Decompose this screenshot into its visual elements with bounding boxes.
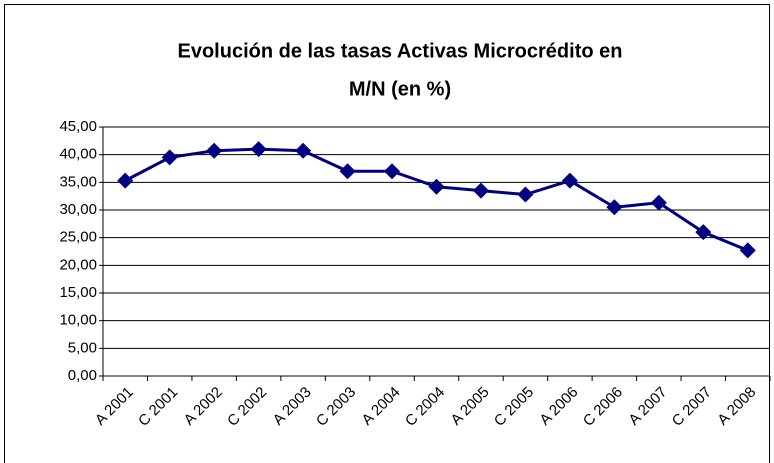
y-tick-label: 15,00: [59, 284, 97, 301]
data-point: [650, 194, 667, 211]
y-tick-label: 5,00: [68, 339, 97, 356]
data-point: [428, 178, 445, 195]
data-point: [517, 186, 534, 203]
y-tick-label: 25,00: [59, 229, 97, 246]
data-point: [161, 149, 178, 166]
y-tick-label: 30,00: [59, 201, 97, 218]
data-point: [117, 172, 134, 189]
y-tick-label: 10,00: [59, 312, 97, 329]
y-tick-label: 40,00: [59, 146, 97, 163]
data-point: [739, 242, 756, 259]
data-point: [472, 182, 489, 199]
data-point: [206, 142, 223, 159]
data-point: [250, 141, 267, 158]
y-tick-label: 0,00: [68, 367, 97, 384]
y-tick-label: 35,00: [59, 173, 97, 190]
data-point: [384, 163, 401, 180]
chart-border: [4, 4, 770, 463]
data-point: [695, 224, 712, 241]
y-tick-label: 20,00: [59, 256, 97, 273]
data-point: [561, 172, 578, 189]
y-tick-label: 45,00: [59, 118, 97, 135]
chart-title: M/N (en %): [349, 78, 451, 100]
data-point: [606, 199, 623, 216]
chart-title: Evolución de las tasas Activas Microcréd…: [178, 40, 623, 62]
data-point: [295, 142, 312, 159]
data-point: [339, 163, 356, 180]
